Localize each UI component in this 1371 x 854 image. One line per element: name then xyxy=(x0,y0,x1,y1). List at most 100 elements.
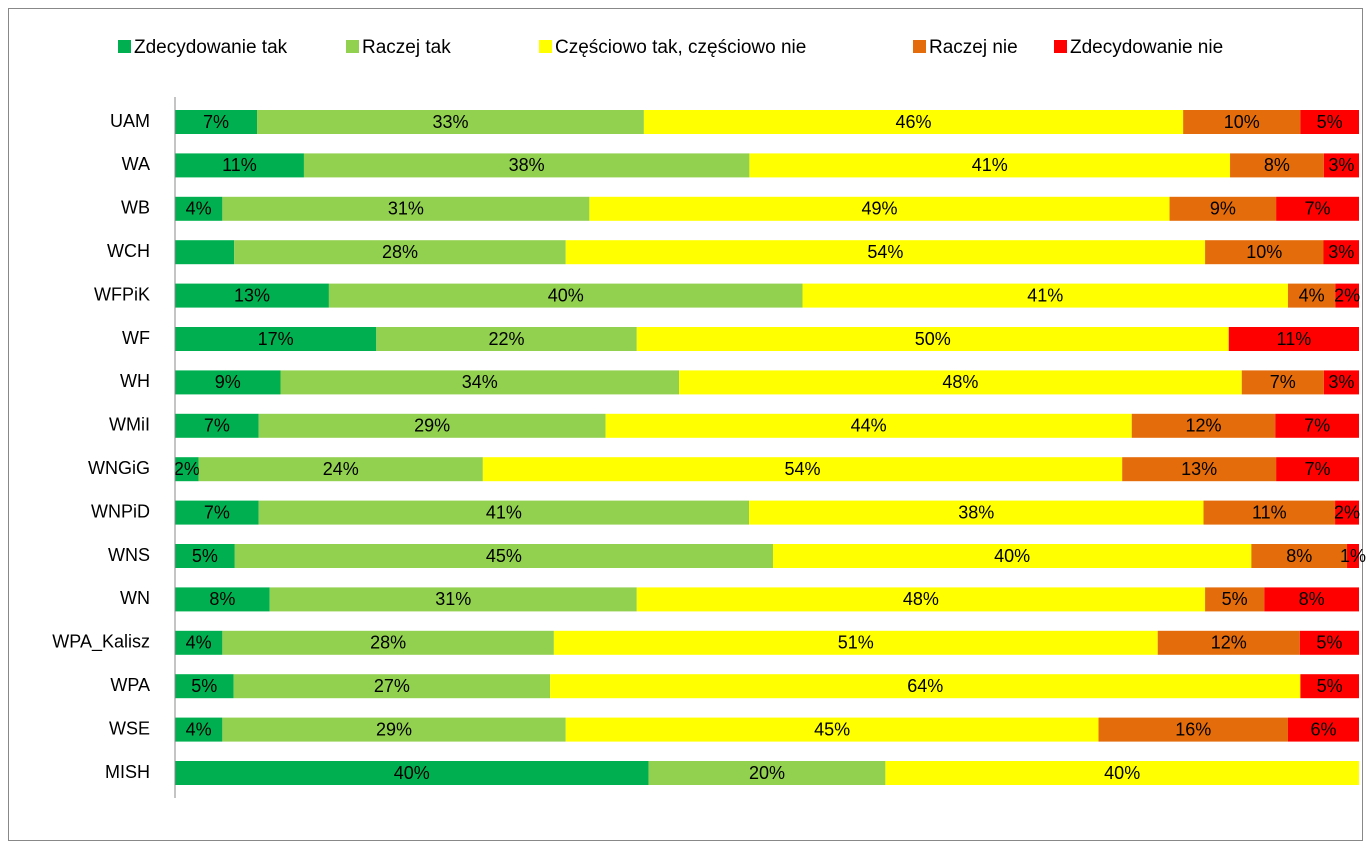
data-label: 2% xyxy=(174,459,200,479)
bar-segment xyxy=(1323,153,1359,178)
legend-swatch xyxy=(1054,40,1067,53)
bar-segment xyxy=(1287,717,1359,742)
data-label: 41% xyxy=(486,502,522,522)
bar-segment xyxy=(328,283,803,308)
bar-segment xyxy=(175,283,329,308)
data-label: 29% xyxy=(414,416,450,436)
bar-segment xyxy=(1300,674,1359,699)
legend-swatch xyxy=(539,40,552,53)
data-label: 8% xyxy=(1299,589,1325,609)
data-label: 41% xyxy=(972,155,1008,175)
y-tick-label: WNGiG xyxy=(88,458,150,478)
bar-segment xyxy=(175,500,259,525)
data-label: 5% xyxy=(192,546,218,566)
data-label: 45% xyxy=(814,719,850,739)
data-label: 64% xyxy=(907,676,943,696)
bar-segment xyxy=(1169,196,1277,221)
bar-segment xyxy=(1323,240,1359,265)
bar-segment xyxy=(553,630,1158,655)
data-label: 31% xyxy=(388,199,424,219)
legend-swatch xyxy=(346,40,359,53)
data-label: 34% xyxy=(462,372,498,392)
bar-segment xyxy=(175,240,235,265)
data-label: 7% xyxy=(204,502,230,522)
legend-label: Częściowo tak, częściowo nie xyxy=(555,37,806,58)
data-label: 40% xyxy=(394,763,430,783)
data-label: 38% xyxy=(509,155,545,175)
bar-segment xyxy=(1241,370,1324,395)
data-label: 12% xyxy=(1186,416,1222,436)
y-tick-label: WCH xyxy=(107,241,150,261)
data-label: 16% xyxy=(1175,719,1211,739)
y-tick-label: WB xyxy=(121,198,150,218)
data-label: 11% xyxy=(222,155,257,175)
data-label: 28% xyxy=(370,633,406,653)
bar-segment xyxy=(198,457,483,482)
y-tick-label: WF xyxy=(122,328,150,348)
data-label: 28% xyxy=(382,242,418,262)
bar-segment xyxy=(636,587,1206,612)
bar-segment xyxy=(679,370,1242,395)
bar-segment xyxy=(565,240,1206,265)
data-label: 11% xyxy=(1277,329,1312,349)
bar-segment xyxy=(1300,110,1359,134)
bar-segment xyxy=(175,153,304,178)
bar-segment xyxy=(1276,457,1359,482)
bar-segment xyxy=(269,587,637,612)
data-label: 1% xyxy=(1340,546,1366,566)
bar-segment xyxy=(772,544,1252,568)
y-tick-label: WSE xyxy=(109,718,150,738)
data-label: 51% xyxy=(838,633,874,653)
data-label: 40% xyxy=(548,285,584,305)
bar-segment xyxy=(175,717,223,742)
data-label: 4% xyxy=(186,719,212,739)
data-label: 8% xyxy=(1264,155,1290,175)
data-label: 40% xyxy=(1104,763,1140,783)
data-label: 46% xyxy=(896,112,932,132)
data-label: 10% xyxy=(1224,112,1260,132)
data-label: 24% xyxy=(323,459,359,479)
bar-segment xyxy=(1299,630,1359,655)
bar-segment xyxy=(175,370,281,395)
data-label: 44% xyxy=(851,416,887,436)
bar-segment xyxy=(1323,370,1359,395)
bar-segment xyxy=(643,110,1184,134)
bar-segment xyxy=(280,370,680,395)
data-label: 3% xyxy=(1328,155,1354,175)
data-label: 7% xyxy=(1304,416,1330,436)
legend-label: Zdecydowanie nie xyxy=(1070,37,1223,58)
bar-segment xyxy=(1205,240,1324,265)
bar-segment xyxy=(1205,587,1265,612)
bar-segment xyxy=(605,413,1132,438)
data-label: 38% xyxy=(958,502,994,522)
legend-swatch xyxy=(118,40,131,53)
bar-segment xyxy=(234,240,566,265)
bar-segment xyxy=(175,761,649,785)
legend-swatch xyxy=(913,40,926,53)
bar-segment xyxy=(1230,153,1324,178)
bar-segment xyxy=(1131,413,1276,438)
data-label: 3% xyxy=(1328,242,1354,262)
data-label: 5% xyxy=(1317,112,1343,132)
bar-segment xyxy=(175,110,258,134)
y-tick-label: WA xyxy=(122,154,150,174)
bar-segment xyxy=(175,457,199,482)
bar-segment xyxy=(1251,544,1348,568)
data-label: 49% xyxy=(861,199,897,219)
bar-segment xyxy=(257,110,644,134)
data-label: 2% xyxy=(1334,502,1360,522)
bar-segment xyxy=(258,413,606,438)
bar-segment xyxy=(589,196,1170,221)
data-label: 50% xyxy=(915,329,951,349)
bar-segment xyxy=(1276,196,1359,221)
bar-segment xyxy=(636,327,1229,351)
bar-segment xyxy=(749,500,1204,525)
bar-segment xyxy=(1122,457,1277,482)
bar-segment xyxy=(1098,717,1288,742)
bar-segment xyxy=(1203,500,1336,525)
data-label: 5% xyxy=(1317,676,1343,696)
bar-segment xyxy=(222,630,554,655)
bar-segment xyxy=(1183,110,1301,134)
data-label: 7% xyxy=(204,416,230,436)
